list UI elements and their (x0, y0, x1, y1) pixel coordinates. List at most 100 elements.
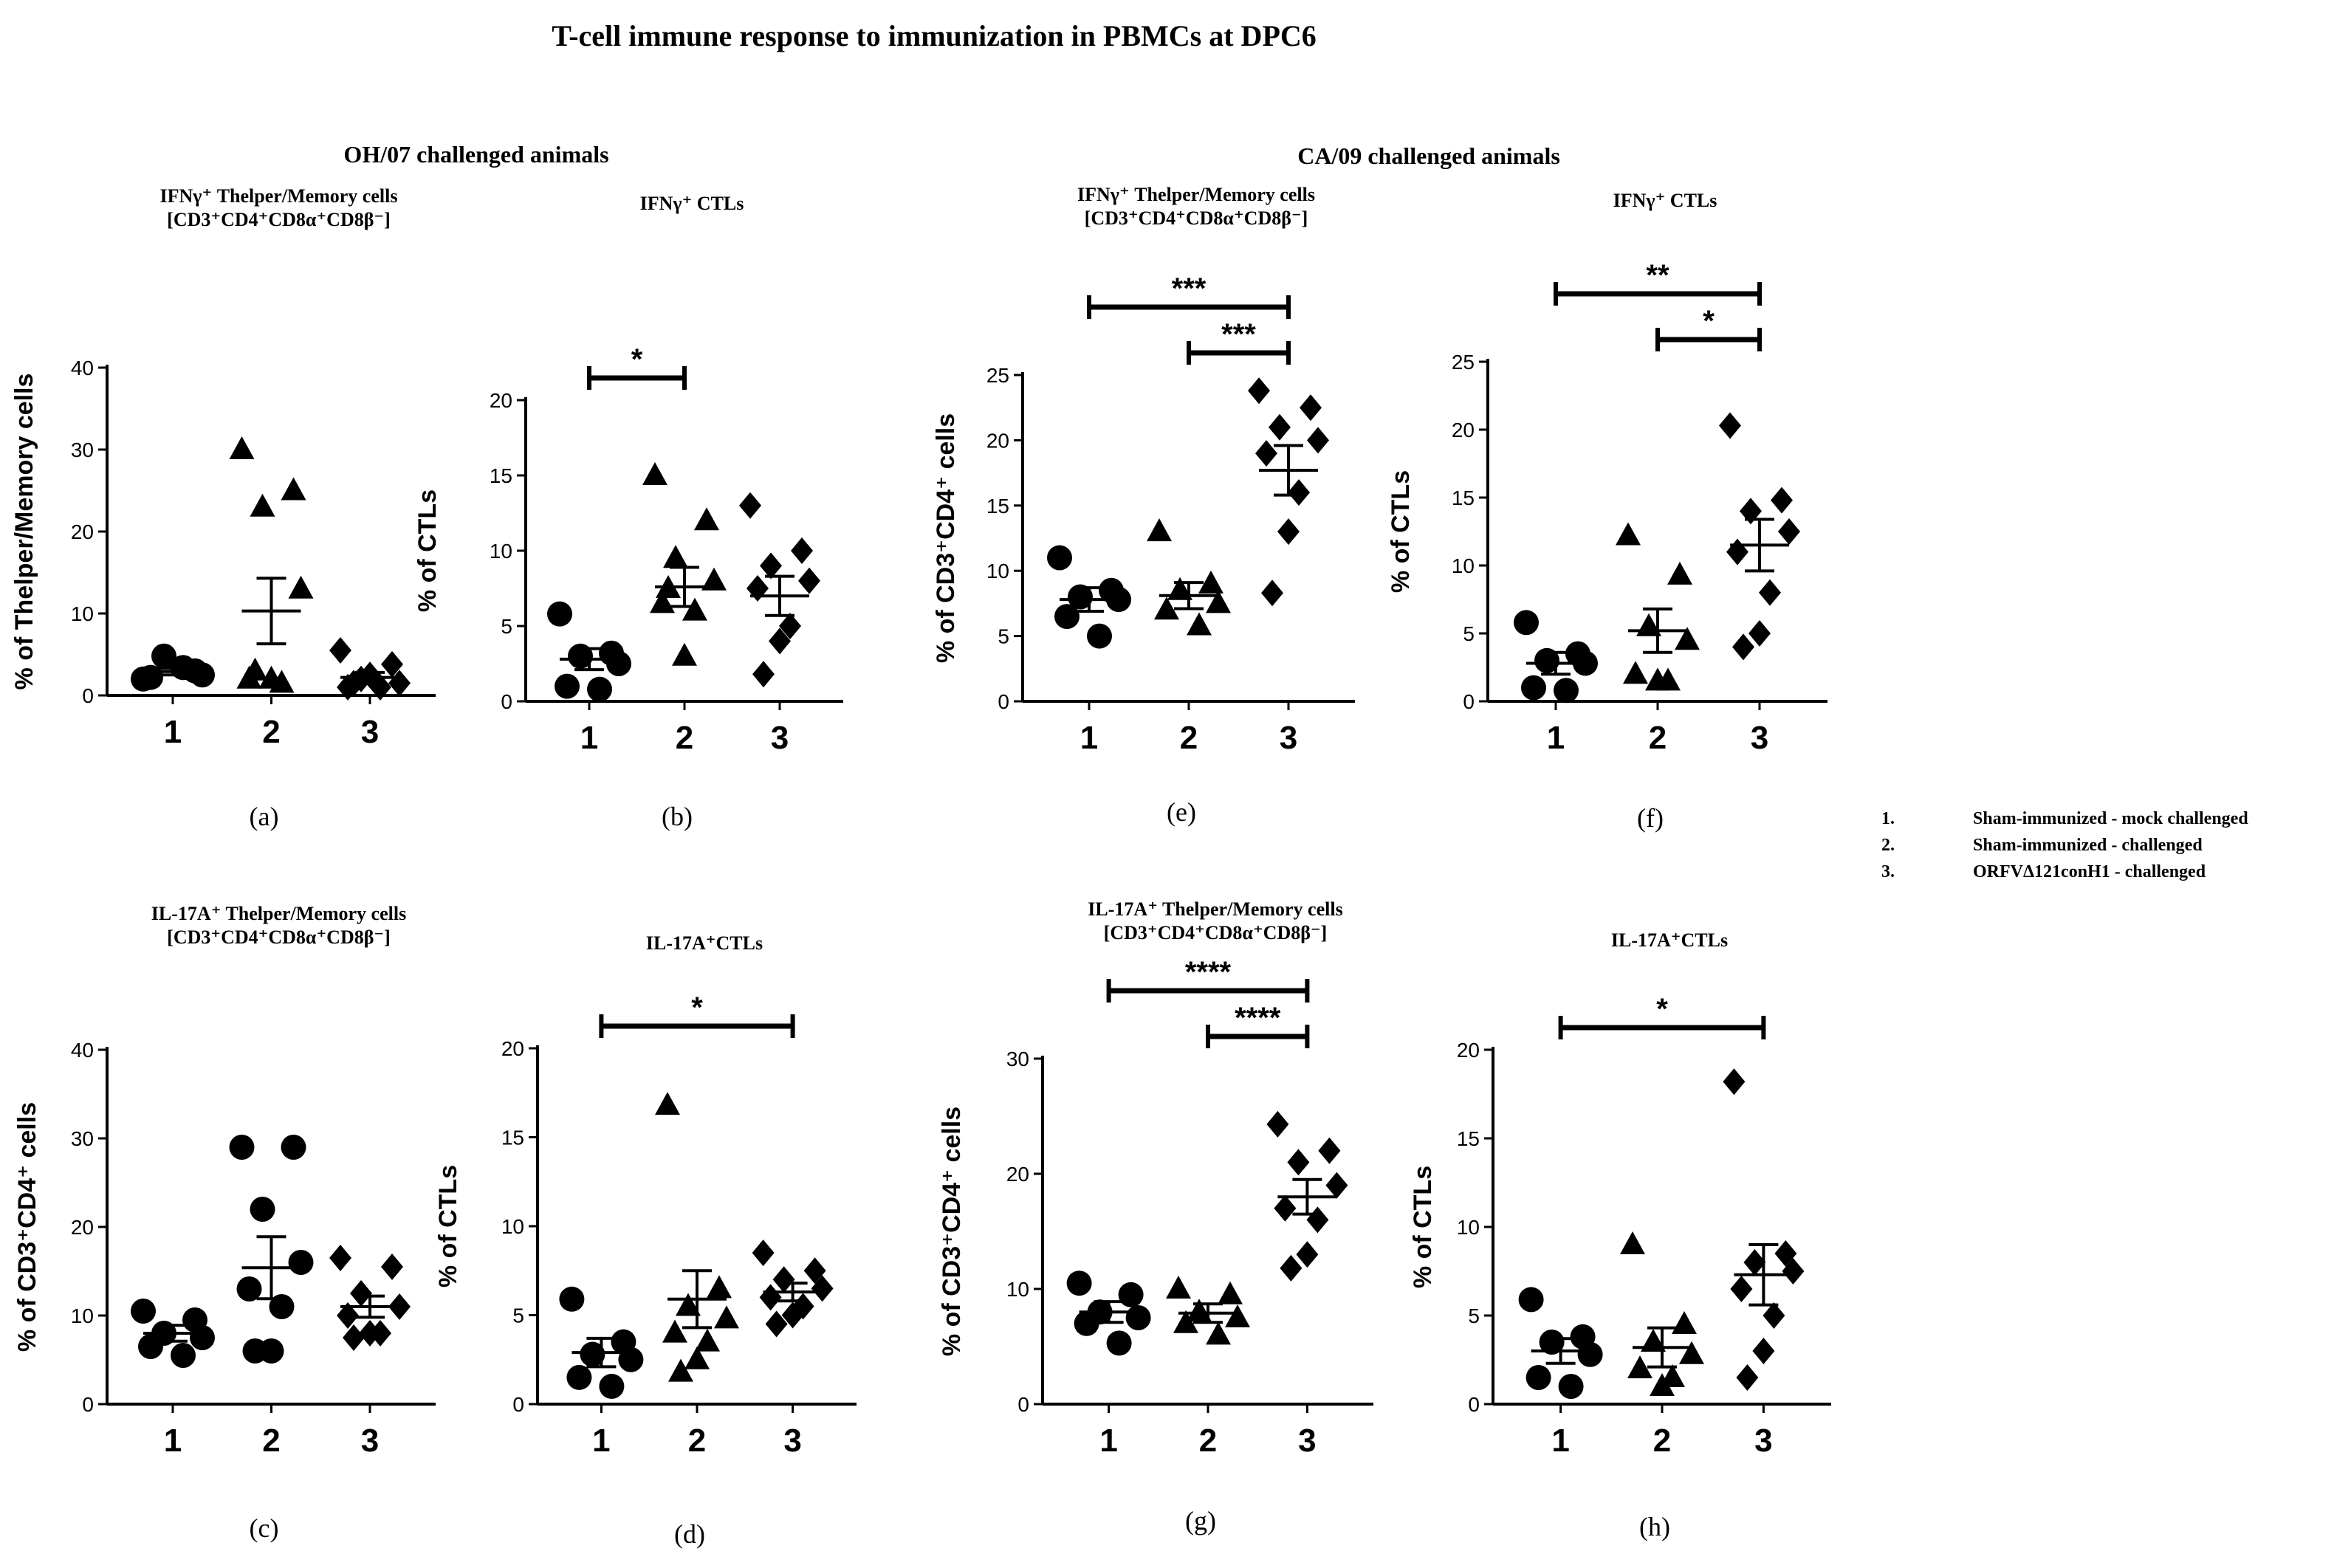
panel-label: (g) (1185, 1506, 1216, 1536)
y-tick-label: 15 (490, 464, 512, 487)
data-point-2-5 (1154, 596, 1179, 620)
x-tick-label: 3 (1280, 720, 1297, 756)
data-point-3-6 (1763, 1302, 1785, 1329)
data-point-3-5 (747, 575, 769, 602)
panel-title-line: IL-17A⁺ Thelper/Memory cells (151, 903, 406, 924)
y-tick-label: 5 (512, 1304, 524, 1327)
data-point-1-1 (131, 1299, 156, 1324)
legend-text-2: Sham-immunized - challenged (1973, 836, 2203, 855)
data-point-1-5 (1525, 1365, 1551, 1390)
data-point-3-3 (760, 552, 782, 580)
y-tick-label: 0 (82, 684, 94, 707)
data-point-2-7 (684, 1346, 710, 1369)
data-point-3-5 (1730, 1276, 1753, 1302)
data-point-3-5 (337, 1302, 359, 1329)
data-point-3-8 (1280, 1254, 1303, 1282)
data-point-1-3 (1534, 647, 1559, 673)
data-point-3-8 (765, 1310, 788, 1338)
y-axis-label: % of CD3⁺CD4⁺ cells (13, 1102, 41, 1352)
y-tick-label: 5 (1468, 1304, 1480, 1327)
data-point-3-2 (381, 1254, 403, 1280)
x-tick-label: 3 (771, 720, 789, 756)
data-point-1-3 (580, 1341, 605, 1367)
data-point-3-1 (739, 492, 761, 519)
data-point-1-4 (606, 651, 631, 676)
y-tick-label: 0 (1463, 690, 1475, 713)
panel-h: IL-17A⁺CTLs 0 5 10 15 20 1 2 3 % of CTLs * (h) (1409, 929, 1831, 1541)
y-tick-label: 0 (82, 1393, 94, 1416)
data-point-2-7 (258, 665, 284, 689)
data-point-2-6 (1206, 1321, 1231, 1345)
data-point-2-8 (668, 1358, 693, 1382)
y-tick-label: 10 (71, 1304, 94, 1327)
data-point-2-4 (288, 575, 314, 599)
y-tick-label: 10 (71, 602, 94, 625)
data-point-3-7 (1748, 620, 1771, 647)
y-axis-label: % of CTLs (434, 1165, 462, 1287)
significance-label: * (1703, 305, 1715, 337)
panel-label: (a) (250, 802, 279, 831)
data-point-3-1 (752, 1239, 775, 1267)
data-point-1-1 (1047, 545, 1072, 571)
data-point-3-6 (1759, 579, 1781, 606)
significance-label: **** (1185, 956, 1232, 988)
data-point-3-8 (343, 1324, 365, 1351)
x-tick-label: 2 (262, 1423, 280, 1459)
x-tick-label: 1 (592, 1423, 610, 1459)
data-point-2-5 (1623, 661, 1648, 684)
y-tick-label: 10 (490, 540, 512, 563)
data-point-3-3 (1269, 413, 1291, 441)
y-axis-label: % of CTLs (413, 489, 442, 612)
y-tick-label: 0 (1017, 1393, 1029, 1416)
y-tick-label: 5 (998, 625, 1009, 648)
x-tick-label: 2 (676, 720, 693, 756)
data-point-2-1 (229, 1135, 255, 1160)
significance-label: * (631, 343, 643, 376)
panel-title-line: [CD3⁺CD4⁺CD8α⁺CD8β⁻] (167, 926, 391, 948)
data-point-3-2 (791, 537, 813, 564)
data-point-1-6 (587, 676, 612, 702)
data-point-2-2 (694, 507, 719, 531)
data-point-2-2 (1667, 561, 1692, 585)
x-tick-label: 3 (361, 1423, 379, 1459)
data-point-3-1 (329, 1245, 351, 1271)
y-tick-label: 10 (986, 560, 1009, 582)
data-point-2-4 (1225, 1304, 1250, 1327)
data-point-2-1 (1147, 518, 1172, 542)
panel-title-line: [CD3⁺CD4⁺CD8α⁺CD8β⁻] (1104, 922, 1328, 943)
y-tick-label: 30 (1006, 1048, 1029, 1070)
data-point-3-4 (1778, 518, 1800, 545)
x-tick-label: 2 (688, 1423, 706, 1459)
data-point-3-4 (1325, 1172, 1348, 1199)
data-point-1-4 (1577, 1341, 1603, 1367)
x-tick-label: 3 (1754, 1423, 1772, 1459)
data-point-3-8 (1736, 1364, 1759, 1391)
y-tick-label: 30 (71, 1127, 94, 1150)
data-point-1-3 (1068, 584, 1093, 610)
data-point-2-6 (269, 1294, 295, 1319)
panel-title-line: [CD3⁺CD4⁺CD8α⁺CD8β⁻] (1085, 207, 1308, 229)
data-point-1-5 (1074, 1310, 1099, 1336)
data-point-1-2 (1118, 1282, 1144, 1307)
panel-label: (c) (250, 1513, 279, 1543)
y-tick-label: 20 (490, 389, 512, 412)
panel-b: IFNγ⁺ CTLs 0 5 10 15 20 1 2 3 % of CTLs * (b) (413, 193, 843, 831)
legend-num-1: 1. (1881, 809, 1895, 828)
data-point-3-3 (772, 1266, 795, 1293)
data-point-3-1 (1719, 412, 1741, 439)
data-point-3-5 (1726, 538, 1748, 565)
x-tick-label: 1 (1080, 720, 1098, 756)
data-point-1-1 (1514, 610, 1539, 636)
significance-label: * (691, 991, 703, 1024)
data-point-1-6 (1087, 623, 1112, 649)
y-tick-label: 10 (1457, 1216, 1480, 1239)
legend-num-2: 2. (1881, 836, 1895, 855)
data-point-1-6 (1106, 1330, 1132, 1356)
data-point-2-1 (642, 462, 667, 485)
x-tick-label: 2 (262, 714, 280, 750)
y-axis-label: % of CTLs (1409, 1166, 1437, 1288)
panel-label: (e) (1167, 797, 1196, 827)
data-point-2-2 (707, 1275, 732, 1299)
panel-title-line: IL-17A⁺CTLs (646, 932, 763, 954)
